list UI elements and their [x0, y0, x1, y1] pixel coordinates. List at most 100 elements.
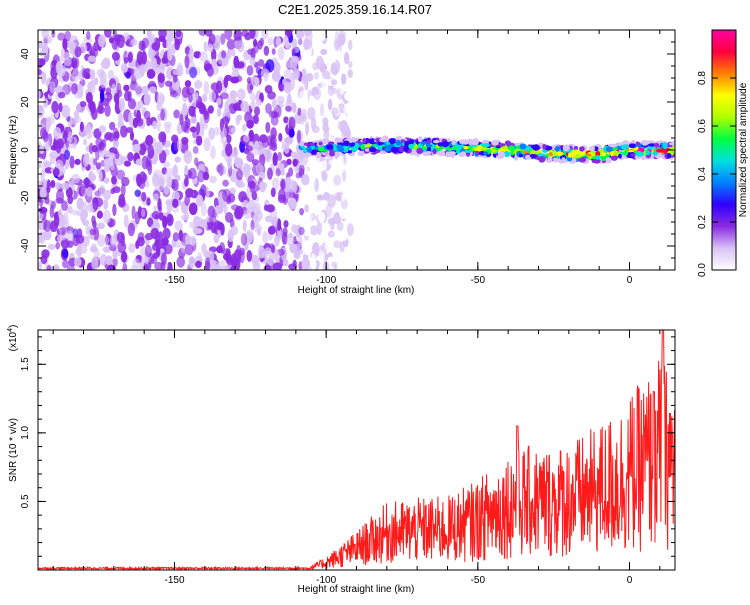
heatmap-noise-blob: [242, 123, 247, 132]
heatmap-ytick-label: -40: [20, 238, 31, 253]
heatmap-signal-blob: [303, 142, 309, 146]
heatmap-noise-blob: [46, 179, 51, 194]
heatmap-noise-blob: [89, 173, 97, 182]
heatmap-signal-blob: [385, 141, 391, 145]
heatmap-ylabel: Frequency (Hz): [8, 116, 19, 185]
heatmap-signal-blob: [628, 143, 636, 149]
heatmap-noise-blob: [299, 90, 308, 101]
heatmap-noise-blob: [153, 205, 158, 213]
heatmap-noise-blob: [348, 60, 353, 69]
heatmap-noise-blob: [172, 232, 180, 242]
heatmap-noise-blob: [243, 209, 252, 220]
heatmap-signal-blob: [437, 142, 444, 147]
heatmap-noise-blob: [303, 100, 310, 108]
heatmap-signal-blob: [562, 144, 570, 152]
heatmap-signal-blob: [552, 150, 558, 157]
heatmap-ytick-label: -20: [20, 190, 31, 205]
heatmap-noise-blob: [338, 30, 347, 39]
heatmap-noise-blob: [51, 59, 58, 67]
heatmap-signal-blob: [553, 157, 558, 163]
heatmap-noise-blob: [263, 148, 272, 163]
heatmap-noise-blob: [281, 180, 286, 190]
heatmap-noise-blob: [160, 108, 166, 121]
heatmap-signal-blob: [441, 141, 450, 148]
heatmap-signal-blob: [360, 144, 366, 150]
heatmap-noise-blob: [53, 264, 60, 270]
heatmap-noise-blob: [327, 85, 335, 97]
heatmap-signal-blob: [508, 145, 515, 152]
heatmap-noise-blob: [109, 235, 119, 246]
heatmap-signal-blob: [318, 141, 323, 146]
heatmap-noise-blob: [304, 30, 313, 37]
heatmap-noise-blob: [166, 213, 174, 227]
heatmap-noise-blob: [203, 137, 211, 152]
heatmap-signal-blob: [395, 139, 401, 146]
heatmap-signal-blob: [630, 153, 636, 157]
heatmap-signal-blob: [427, 146, 431, 153]
heatmap-noise-blob: [55, 197, 64, 204]
heatmap-noise-blob: [113, 94, 118, 103]
heatmap-noise-blob: [246, 229, 254, 239]
heatmap-noise-blob: [303, 40, 313, 50]
heatmap-signal-blob: [566, 156, 573, 162]
heatmap-noise-blob: [192, 131, 198, 139]
heatmap-noise-blob: [123, 84, 130, 92]
heatmap-signal-blob: [400, 139, 406, 143]
heatmap-noise-blob: [291, 102, 297, 114]
heatmap-noise-blob: [39, 197, 44, 208]
heatmap-noise-blob: [270, 187, 276, 198]
heatmap-noise-blob: [167, 48, 173, 61]
heatmap-noise-blob: [38, 221, 44, 231]
heatmap-noise-blob: [298, 226, 305, 236]
heatmap-noise-blob: [54, 181, 62, 190]
heatmap-noise-blob: [288, 167, 294, 177]
heatmap-signal-blob: [336, 144, 344, 150]
heatmap-noise-blob: [331, 107, 339, 116]
colorbar-label: Normalized spectral amplitude: [738, 82, 749, 217]
heatmap-noise-blob: [163, 184, 170, 195]
heatmap-noise-blob: [184, 80, 192, 88]
heatmap-noise-blob: [61, 226, 66, 236]
heatmap-noise-blob: [192, 146, 199, 154]
heatmap-noise-blob: [120, 125, 128, 138]
heatmap-noise-blob: [299, 208, 304, 216]
heatmap-noise-blob: [172, 206, 179, 213]
heatmap-noise-blob: [136, 173, 143, 187]
heatmap-noise-blob: [258, 144, 264, 156]
colorbar-tick-label: 0.6: [697, 119, 708, 133]
heatmap-signal-blob: [329, 150, 335, 157]
heatmap-noise-blob: [122, 262, 128, 270]
heatmap-noise-blob: [268, 141, 273, 150]
heatmap-noise-blob: [176, 256, 185, 268]
heatmap-noise-blob: [49, 205, 55, 219]
heatmap-noise-blob: [42, 43, 49, 56]
heatmap-signal-blob: [498, 151, 506, 159]
heatmap-noise-blob: [161, 252, 167, 266]
heatmap-signal-blob: [612, 150, 619, 157]
heatmap-noise-blob: [221, 116, 230, 125]
heatmap-noise-blob: [275, 168, 282, 177]
heatmap-noise-blob: [253, 38, 258, 48]
heatmap-noise-blob: [103, 133, 110, 141]
heatmap-noise-blob: [118, 112, 123, 126]
heatmap-noise-blob: [40, 127, 48, 140]
heatmap-noise-blob: [320, 158, 327, 172]
heatmap-noise-blob: [319, 30, 326, 42]
heatmap-noise-blob: [129, 131, 135, 141]
heatmap-noise-blob: [336, 221, 344, 232]
heatmap-noise-blob: [288, 232, 293, 239]
heatmap-noise-blob: [42, 230, 52, 241]
heatmap-noise-blob: [250, 91, 256, 102]
heatmap-noise-blob: [103, 177, 110, 184]
heatmap-noise-blob: [52, 168, 60, 177]
heatmap-signal-blob: [530, 150, 537, 155]
heatmap-noise-blob: [211, 58, 217, 68]
heatmap-signal-blob: [354, 142, 360, 149]
heatmap-noise-blob: [162, 227, 171, 240]
heatmap-noise-blob: [130, 38, 138, 47]
heatmap-noise-blob: [246, 152, 255, 163]
heatmap-signal-blob: [311, 149, 317, 155]
heatmap-noise-blob: [49, 81, 56, 94]
heatmap-noise-blob: [197, 170, 205, 183]
heatmap-noise-blob: [271, 48, 276, 55]
